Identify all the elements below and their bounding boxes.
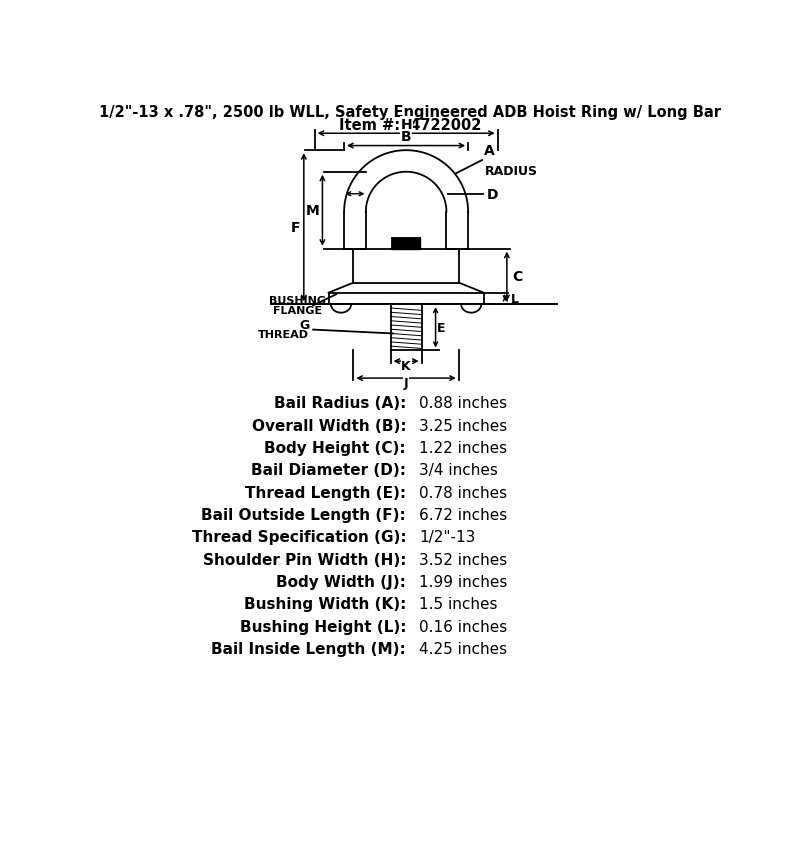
- Text: K: K: [402, 360, 411, 373]
- Text: Overall Width (B):: Overall Width (B):: [251, 418, 406, 433]
- Text: 6.72 inches: 6.72 inches: [419, 507, 507, 523]
- Text: Bushing Height (L):: Bushing Height (L):: [240, 619, 406, 634]
- Text: 0.88 inches: 0.88 inches: [419, 396, 507, 411]
- Text: A: A: [485, 144, 495, 158]
- Text: RADIUS: RADIUS: [485, 164, 538, 177]
- Text: 4.25 inches: 4.25 inches: [419, 641, 507, 656]
- Text: 3/4 inches: 3/4 inches: [419, 462, 498, 478]
- Text: J: J: [404, 376, 409, 389]
- Text: M: M: [306, 204, 319, 218]
- Text: Body Width (J):: Body Width (J):: [276, 574, 406, 589]
- Text: Item #:94722002: Item #:94722002: [339, 118, 481, 133]
- Text: 1/2"-13 x .78", 2500 lb WLL, Safety Engineered ADB Hoist Ring w/ Long Bar: 1/2"-13 x .78", 2500 lb WLL, Safety Engi…: [99, 105, 721, 120]
- Text: Thread Length (E):: Thread Length (E):: [245, 485, 406, 500]
- Text: Shoulder Pin Width (H):: Shoulder Pin Width (H):: [202, 552, 406, 567]
- Text: F: F: [291, 221, 301, 235]
- Text: Bushing Width (K):: Bushing Width (K):: [244, 597, 406, 611]
- Text: E: E: [437, 321, 446, 334]
- Text: Bail Diameter (D):: Bail Diameter (D):: [251, 462, 406, 478]
- Text: Bail Inside Length (M):: Bail Inside Length (M):: [211, 641, 406, 656]
- Text: C: C: [512, 270, 522, 284]
- Text: D: D: [486, 188, 498, 201]
- Text: Thread Specification (G):: Thread Specification (G):: [191, 530, 406, 545]
- Polygon shape: [392, 238, 420, 250]
- Text: 3.25 inches: 3.25 inches: [419, 418, 507, 433]
- Text: Bail Radius (A):: Bail Radius (A):: [274, 396, 406, 411]
- Text: Bail Outside Length (F):: Bail Outside Length (F):: [202, 507, 406, 523]
- Text: 1.99 inches: 1.99 inches: [419, 574, 508, 589]
- Text: 3.52 inches: 3.52 inches: [419, 552, 507, 567]
- Text: L: L: [510, 293, 518, 306]
- Text: 1.5 inches: 1.5 inches: [419, 597, 498, 611]
- Text: FLANGE: FLANGE: [273, 306, 322, 316]
- Text: THREAD: THREAD: [258, 330, 310, 340]
- Text: G: G: [299, 319, 310, 332]
- Text: 1/2"-13: 1/2"-13: [419, 530, 476, 545]
- Text: 1.22 inches: 1.22 inches: [419, 440, 507, 455]
- Text: 0.78 inches: 0.78 inches: [419, 485, 507, 500]
- Text: BUSHING: BUSHING: [269, 296, 326, 306]
- Text: H: H: [400, 118, 412, 132]
- Text: Body Height (C):: Body Height (C):: [265, 440, 406, 455]
- Text: 0.16 inches: 0.16 inches: [419, 619, 507, 634]
- Text: B: B: [401, 130, 411, 144]
